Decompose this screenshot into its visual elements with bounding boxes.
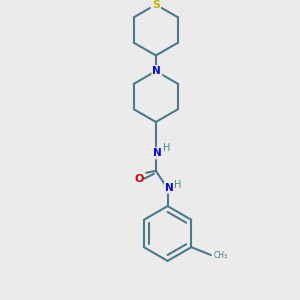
Text: N: N xyxy=(154,148,162,158)
Text: N: N xyxy=(165,182,174,193)
Text: H: H xyxy=(174,180,181,190)
Text: S: S xyxy=(152,0,160,10)
Text: O: O xyxy=(135,174,144,184)
Text: N: N xyxy=(152,66,161,76)
Text: CH₃: CH₃ xyxy=(214,251,228,260)
Text: H: H xyxy=(163,143,170,153)
